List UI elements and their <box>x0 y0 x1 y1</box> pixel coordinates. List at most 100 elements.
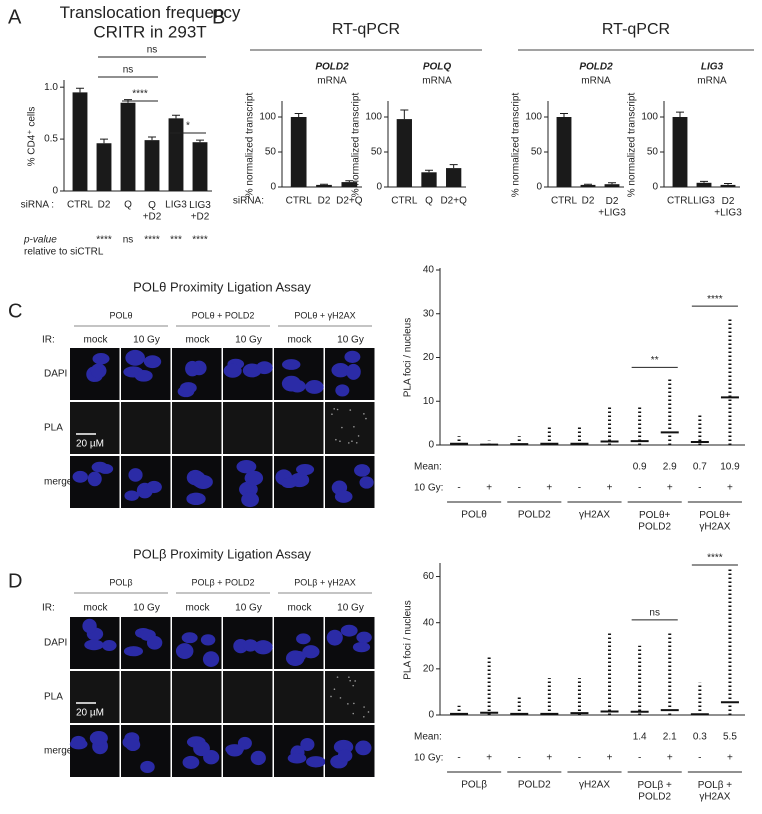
condition: mock <box>186 603 211 614</box>
nucleus <box>175 643 194 659</box>
micrograph-cell <box>70 671 120 723</box>
x-tick-label: + <box>546 753 552 764</box>
x-tick-label: D2 +LIG3 <box>598 196 626 219</box>
x-tick-label: D2 +LIG3 <box>714 196 742 219</box>
y-tick-label: 50 <box>531 147 543 158</box>
nucleus <box>335 384 350 397</box>
nucleus <box>282 359 301 370</box>
y-axis-label: PLA foci / nucleus <box>403 318 414 398</box>
x-tick-label: - <box>698 483 701 494</box>
bar <box>720 184 736 187</box>
nucleus <box>200 634 216 646</box>
error-bar <box>400 109 409 120</box>
pla-focus <box>363 706 365 708</box>
nucleus <box>296 464 315 476</box>
x-tick-label: Q +D2 <box>143 200 162 223</box>
condition-group: POLβ + γH2AX <box>294 577 355 587</box>
nucleus <box>82 618 97 634</box>
mean-label: 0.7 <box>693 462 707 473</box>
chart-title: POLD2 <box>579 62 613 73</box>
nucleus <box>243 639 258 652</box>
row-label: DAPI <box>44 369 67 380</box>
group-label: POLβ <box>461 780 487 791</box>
pla-focus <box>339 440 341 443</box>
nucleus <box>128 468 143 482</box>
condition: 10 Gy <box>235 335 262 346</box>
y-tick-label: 100 <box>525 112 542 123</box>
group-label: POLD2 <box>518 510 551 521</box>
condition: 10 Gy <box>133 603 160 614</box>
group-label: POLθ <box>461 510 487 521</box>
nucleus <box>140 760 155 774</box>
pla-focus <box>367 711 370 713</box>
pla-focus <box>347 703 349 705</box>
condition: 10 Gy <box>235 603 262 614</box>
condition-group: POLβ <box>109 577 132 587</box>
nucleus <box>326 629 343 646</box>
scale-label: 20 µM <box>76 439 104 450</box>
group-label: POLθ+ γH2AX <box>699 510 731 533</box>
pla-focus <box>352 712 355 715</box>
nucleus <box>281 375 302 392</box>
y-tick-label: 10 <box>423 396 435 407</box>
x-tick-label: - <box>578 753 581 764</box>
y-tick-label: 50 <box>371 147 383 158</box>
chart-subtitle: mRNA <box>422 76 452 87</box>
pla-focus <box>353 425 355 428</box>
y-tick-label: 20 <box>423 352 435 363</box>
pla-focus <box>336 676 339 678</box>
micrograph-title: POLθ Proximity Ligation Assay <box>133 279 311 294</box>
condition: 10 Gy <box>133 335 160 346</box>
significance-label: ns <box>147 45 158 56</box>
y-tick-label: 50 <box>265 147 277 158</box>
nucleus <box>193 474 213 489</box>
category-title: siRNA : <box>21 200 54 211</box>
x-tick-label: CTRL <box>551 196 578 207</box>
bar <box>316 184 332 187</box>
condition: mock <box>288 603 313 614</box>
nucleus <box>146 480 162 494</box>
nucleus <box>287 752 307 764</box>
error-bar <box>294 113 303 117</box>
significance-label: **** <box>707 294 723 305</box>
nucleus <box>340 624 358 637</box>
nucleus <box>289 650 307 662</box>
nucleus <box>337 749 353 763</box>
chart-title: POLQ <box>423 62 452 73</box>
y-tick-label: 30 <box>423 308 435 319</box>
pla-focus <box>347 442 350 444</box>
x-tick-label: - <box>698 753 701 764</box>
nucleus <box>300 738 315 752</box>
error-bar <box>449 164 458 169</box>
nucleus <box>185 360 200 377</box>
micrograph-title: POLβ Proximity Ligation Assay <box>133 546 311 561</box>
micrograph-cell <box>325 671 375 723</box>
bar <box>696 182 712 187</box>
row-label: PLA <box>44 692 63 703</box>
micrograph-cell <box>274 671 324 723</box>
mean-title: Mean: <box>414 732 442 743</box>
nucleus <box>352 641 371 653</box>
x-tick-label: + <box>486 483 492 494</box>
row-label: DAPI <box>44 638 67 649</box>
nucleus <box>305 380 324 394</box>
micrograph-cell <box>172 402 222 454</box>
condition: 10 Gy <box>337 603 364 614</box>
scale-label: 20 µM <box>76 708 104 719</box>
micrograph-cell <box>121 671 171 723</box>
group-label: POLD2 <box>518 780 551 791</box>
bar <box>604 184 620 187</box>
mean-label: 1.4 <box>633 732 647 743</box>
ir-title: IR: <box>42 603 55 614</box>
condition: 10 Gy <box>337 335 364 346</box>
error-bar <box>345 180 354 183</box>
category-title: siRNA: <box>233 196 264 207</box>
bar <box>446 168 462 187</box>
x-tick-label: Q <box>425 196 433 207</box>
pla-focus <box>357 435 360 437</box>
micrograph-cell <box>121 402 171 454</box>
mean-label: 0.9 <box>633 462 647 473</box>
condition: mock <box>84 603 109 614</box>
condition-group: POLθ + γH2AX <box>294 310 355 320</box>
significance-label: ** <box>651 355 659 366</box>
